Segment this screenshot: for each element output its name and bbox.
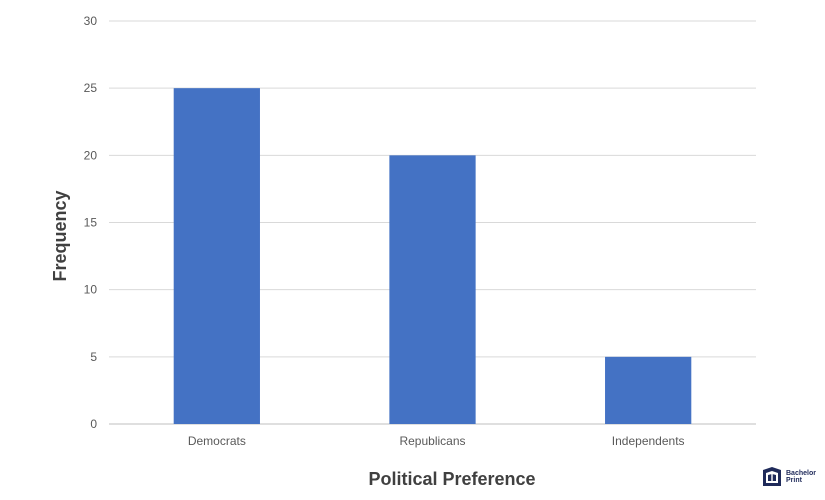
y-tick-label: 25 bbox=[84, 81, 98, 95]
x-axis-ticks: Democrats Republicans Independents bbox=[188, 434, 685, 448]
y-tick-label: 20 bbox=[84, 148, 98, 162]
y-tick-label: 30 bbox=[84, 14, 98, 28]
y-tick-label: 15 bbox=[84, 216, 98, 230]
x-tick-label-democrats: Democrats bbox=[188, 434, 246, 448]
watermark: Bachelor Print bbox=[761, 466, 819, 488]
y-tick-label: 5 bbox=[90, 350, 97, 364]
bars bbox=[173, 88, 692, 425]
y-tick-label: 0 bbox=[90, 417, 97, 431]
x-tick-label-republicans: Republicans bbox=[399, 434, 465, 448]
bar-independents bbox=[605, 356, 692, 424]
y-axis-ticks: 0 5 10 15 20 25 30 bbox=[84, 14, 98, 431]
bachelorprint-logo-icon bbox=[763, 467, 781, 486]
bar-democrats bbox=[173, 88, 260, 425]
bar-republicans bbox=[389, 155, 476, 425]
x-tick-label-independents: Independents bbox=[612, 434, 685, 448]
y-axis-title: Frequency bbox=[50, 190, 70, 281]
x-axis-title: Political Preference bbox=[368, 469, 535, 489]
y-tick-label: 10 bbox=[84, 283, 98, 297]
watermark-text: Bachelor Print bbox=[786, 470, 816, 484]
